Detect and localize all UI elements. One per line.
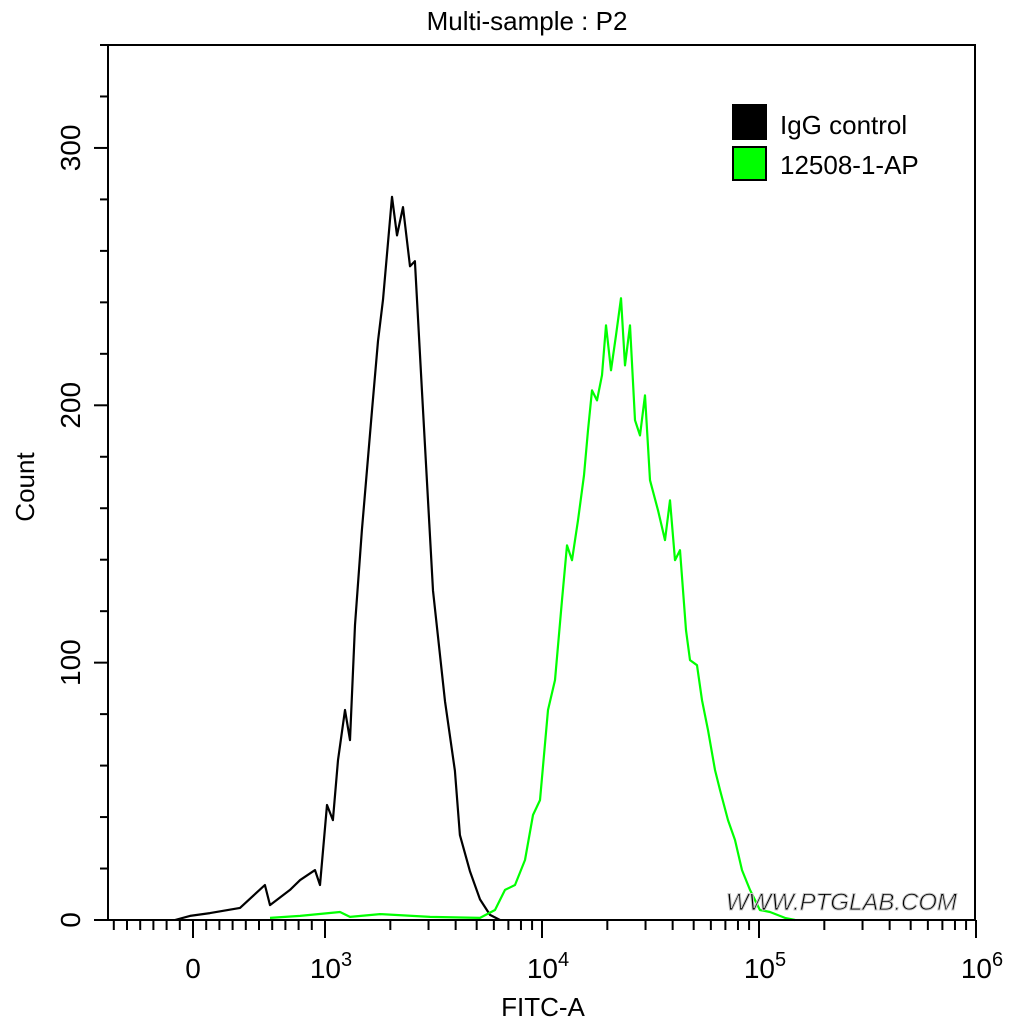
legend-label-12508-1-ap: 12508-1-AP — [780, 150, 919, 180]
legend: IgG control 12508-1-AP — [732, 104, 919, 181]
series-line-12508-1-ap — [269, 297, 796, 922]
plot-area — [174, 195, 796, 922]
y-tick-label: 100 — [55, 639, 86, 686]
y-tick-label: 0 — [55, 912, 86, 928]
series-line-igg-control — [174, 195, 501, 922]
x-tick-label: 0 — [185, 953, 201, 984]
x-tick-label: 104 — [527, 949, 569, 984]
y-tick-label: 200 — [55, 382, 86, 429]
x-axis-label: FITC-A — [501, 992, 585, 1022]
legend-label-igg-control: IgG control — [780, 110, 907, 140]
x-tick-label: 105 — [744, 949, 786, 984]
x-tick-label: 103 — [310, 949, 352, 984]
watermark: WWW.PTGLAB.COM — [726, 889, 957, 916]
x-tick-label: 106 — [961, 949, 1003, 984]
chart-title: Multi-sample : P2 — [427, 6, 628, 36]
y-tick-label: 300 — [55, 125, 86, 172]
legend-swatch-igg-control — [732, 104, 767, 140]
axes: 0 103 104 105 106 0 100 200 300 — [55, 44, 1003, 984]
y-axis-label: Count — [10, 452, 40, 522]
legend-swatch-12508-1-ap — [732, 146, 767, 181]
